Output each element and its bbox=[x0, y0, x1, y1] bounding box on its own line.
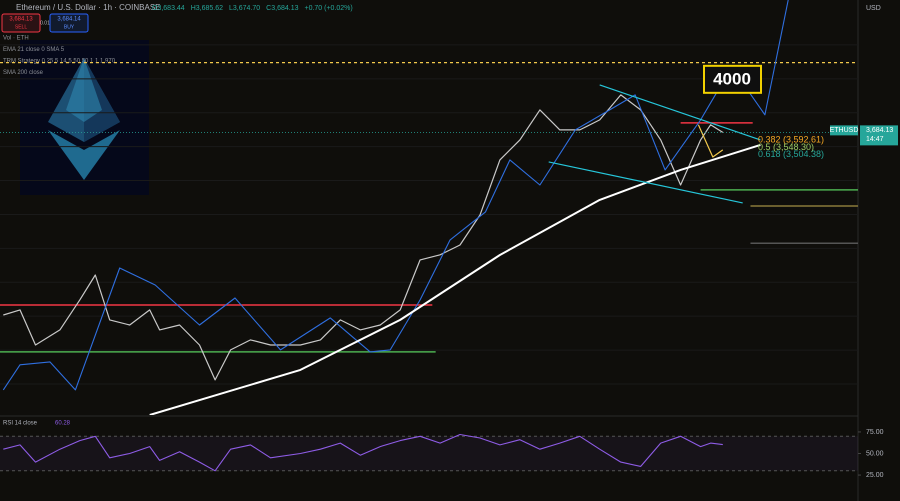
rsi-pane: 25.00 50.00 75.00 RSI 14 close 60.28 bbox=[0, 421, 884, 479]
trend-line bbox=[548, 161, 743, 204]
price-line bbox=[3, 94, 724, 381]
y-tick-label: 75.00 bbox=[866, 429, 884, 436]
price-label: 3,684.13 bbox=[866, 127, 893, 134]
currency: USD bbox=[866, 5, 881, 12]
spread: 0.01 bbox=[40, 20, 50, 26]
annotation-box bbox=[703, 64, 762, 94]
chart-title: Ethereum / U.S. Dollar · 1h · COINBASE bbox=[16, 3, 161, 12]
y-tick-label: 50.00 bbox=[866, 450, 884, 457]
logo bbox=[20, 40, 149, 195]
symbol-label: ETHUSD bbox=[830, 127, 859, 134]
ohlc: O3,683.44 H3,685.62 L3,674.70 C3,684.13 +0.7… bbox=[152, 5, 353, 12]
buy-price: 3,684.14 bbox=[57, 17, 81, 23]
rsi-title: RSI 14 close bbox=[3, 421, 38, 427]
indicator-label: TRM Strategy 0.25 5 14 5 50 50 1 1 1,970 bbox=[3, 59, 116, 65]
countdown-label: 14:47 bbox=[866, 136, 884, 143]
rsi-value: 60.28 bbox=[55, 421, 71, 427]
indicator-label: Vol · ETH bbox=[3, 36, 29, 42]
trend-line bbox=[599, 84, 761, 141]
buy-button[interactable] bbox=[49, 13, 89, 33]
fib-label: 0.618 (3,504.38) bbox=[758, 149, 824, 159]
price-line bbox=[3, 433, 723, 472]
sell-button[interactable] bbox=[1, 13, 41, 33]
ohlc-value: O3,683.44 bbox=[152, 5, 185, 12]
y-tick-label: 25.00 bbox=[866, 472, 884, 479]
sell-price: 3,684.13 bbox=[9, 17, 33, 23]
indicator-list: Vol · ETH EMA 21 close 0 SMA 5 TRM Strateg… bbox=[3, 36, 116, 77]
ohlc-value: C3,684.13 bbox=[266, 5, 298, 12]
buy-label: BUY bbox=[64, 24, 75, 30]
fib-label: 0.382 (3,592.61) bbox=[758, 134, 824, 144]
trend-line bbox=[697, 124, 724, 158]
price-tag bbox=[860, 125, 898, 146]
fib-label: 0.5 (3,548.30) bbox=[758, 142, 814, 152]
sell-label: SELL bbox=[15, 24, 27, 30]
ohlc-value: H3,685.62 bbox=[191, 5, 223, 12]
annotation-label: 4000 bbox=[713, 69, 751, 88]
trend-line bbox=[149, 143, 761, 415]
indicator-label: SMA 200 close bbox=[3, 70, 44, 76]
rsi-band-fill bbox=[0, 436, 858, 471]
indicator-label: EMA 21 close 0 SMA 5 bbox=[3, 47, 65, 53]
ohlc-value: +0.70 (+0.02%) bbox=[304, 5, 352, 12]
symbol-tag bbox=[830, 125, 858, 136]
indicator-line bbox=[2, 0, 789, 391]
ohlc-value: L3,674.70 bbox=[229, 5, 260, 12]
